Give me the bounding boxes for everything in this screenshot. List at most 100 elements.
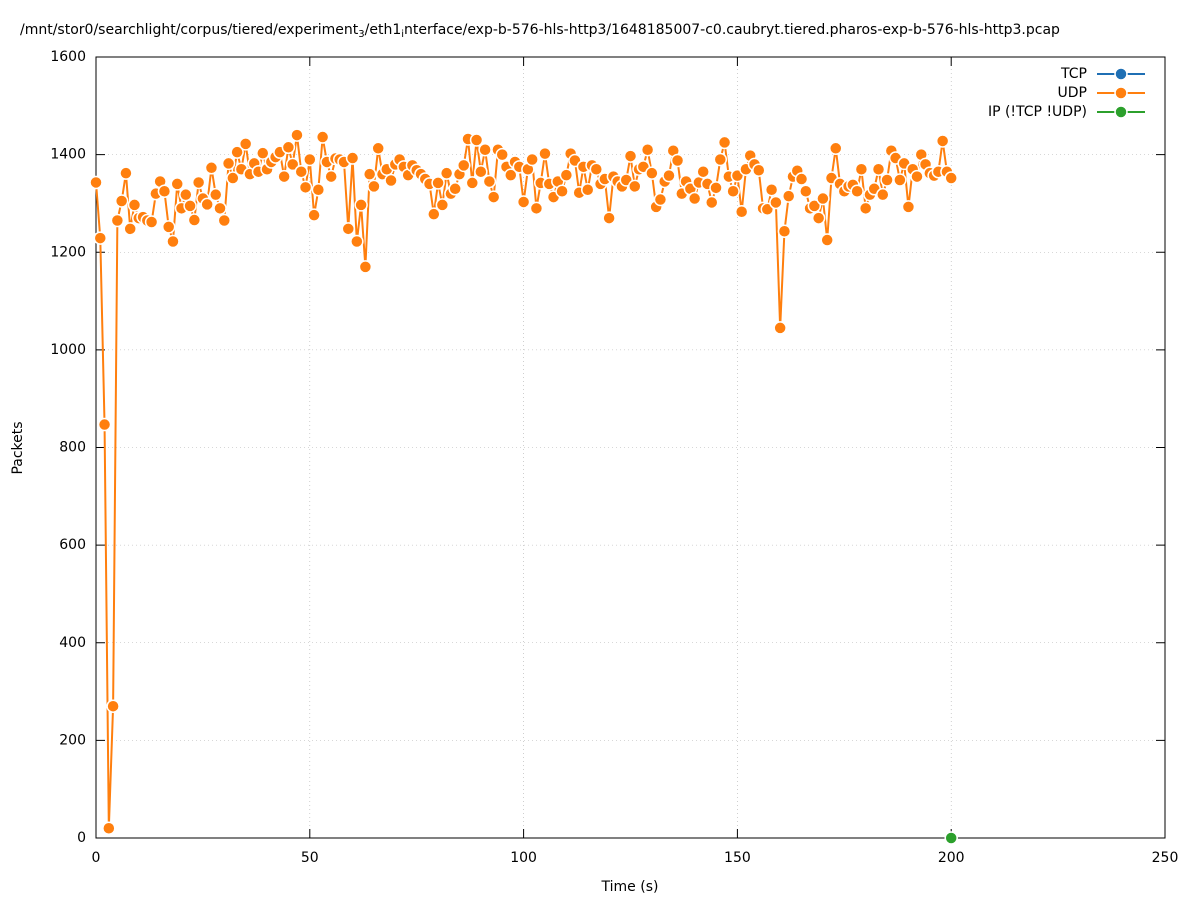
data-point — [221, 156, 236, 171]
data-point — [106, 699, 120, 713]
data-point — [773, 321, 787, 335]
data-point — [504, 168, 518, 182]
data-point — [764, 183, 779, 197]
title-part: /mnt/stor0/searchlight/corpus/tiered/exp… — [20, 22, 359, 38]
legend-marker — [1114, 67, 1128, 81]
data-point — [277, 169, 291, 184]
data-point — [119, 166, 133, 180]
data-point — [431, 176, 445, 190]
data-point — [482, 174, 497, 189]
data-point — [315, 130, 330, 144]
data-point — [345, 151, 360, 165]
data-point — [580, 183, 595, 197]
legend-marker — [1114, 86, 1128, 100]
data-point — [358, 260, 373, 274]
title-part: /eth1 — [365, 22, 402, 38]
data-point — [628, 179, 642, 194]
data-point — [777, 224, 792, 239]
data-point — [602, 211, 616, 225]
data-point — [704, 195, 719, 210]
data-point — [127, 198, 142, 212]
data-point — [799, 184, 813, 198]
data-point — [713, 152, 728, 167]
data-point — [653, 192, 668, 207]
data-point — [204, 161, 219, 175]
data-point — [478, 142, 492, 157]
data-point — [439, 166, 454, 180]
data-point — [529, 201, 544, 216]
data-point — [516, 195, 531, 209]
data-point — [794, 172, 809, 186]
data-point — [281, 140, 296, 155]
chart-title: /mnt/stor0/searchlight/corpus/tiered/exp… — [20, 22, 1060, 40]
data-point — [495, 147, 509, 162]
legend-label: TCP — [1060, 66, 1087, 82]
title-part: i — [401, 29, 404, 40]
x-tick-label: 50 — [301, 850, 319, 866]
data-point — [944, 831, 958, 845]
plot-border — [95, 56, 1166, 839]
data-point — [876, 187, 890, 202]
data-point — [114, 194, 129, 208]
data-point — [589, 162, 604, 177]
data-point — [880, 173, 894, 187]
data-point — [217, 213, 232, 228]
data-point — [191, 175, 206, 190]
y-tick-label: 600 — [59, 537, 86, 553]
y-tick-label: 1400 — [50, 147, 86, 163]
y-tick-label: 200 — [59, 732, 86, 748]
data-point — [645, 166, 659, 180]
x-tick-label: 0 — [92, 850, 101, 866]
x-tick-label: 250 — [1152, 850, 1179, 866]
data-point — [910, 169, 924, 184]
data-point — [371, 141, 385, 156]
x-tick-label: 100 — [510, 850, 537, 866]
x-tick-label: 200 — [938, 850, 965, 866]
y-tick-label: 1000 — [50, 342, 86, 358]
data-point — [944, 171, 958, 185]
data-point — [179, 187, 193, 202]
data-point — [183, 199, 197, 213]
data-point — [311, 183, 326, 197]
data-point — [871, 162, 886, 177]
data-point — [238, 137, 253, 151]
data-point — [709, 181, 723, 195]
data-point — [858, 201, 873, 216]
data-point — [303, 152, 317, 167]
data-point — [110, 213, 125, 228]
data-point — [384, 173, 398, 188]
x-tick-label: 150 — [724, 850, 751, 866]
data-point — [828, 141, 843, 156]
data-point — [696, 164, 710, 179]
data-point — [486, 190, 501, 204]
data-point — [469, 133, 484, 147]
data-point — [341, 222, 356, 236]
data-point — [187, 213, 202, 227]
data-point — [893, 173, 907, 187]
data-point — [769, 195, 783, 210]
y-tick-label: 800 — [59, 440, 86, 456]
data-point — [752, 163, 766, 177]
data-point — [640, 142, 655, 157]
data-point — [93, 231, 108, 245]
data-point — [670, 153, 685, 168]
data-point — [102, 821, 116, 835]
data-point — [820, 233, 834, 247]
y-tick-label: 1200 — [50, 244, 86, 260]
data-point — [474, 164, 488, 179]
data-point — [555, 184, 569, 198]
data-point — [726, 184, 740, 198]
data-point — [427, 207, 441, 221]
data-point — [811, 211, 826, 225]
data-point — [623, 149, 638, 163]
data-point — [200, 197, 214, 212]
x-axis-label: Time (s) — [601, 879, 659, 895]
data-point — [816, 191, 830, 206]
data-point — [294, 164, 308, 179]
data-point — [850, 184, 864, 198]
data-point — [559, 168, 574, 182]
data-point — [170, 177, 184, 191]
data-point — [166, 234, 180, 249]
data-point — [123, 222, 137, 236]
